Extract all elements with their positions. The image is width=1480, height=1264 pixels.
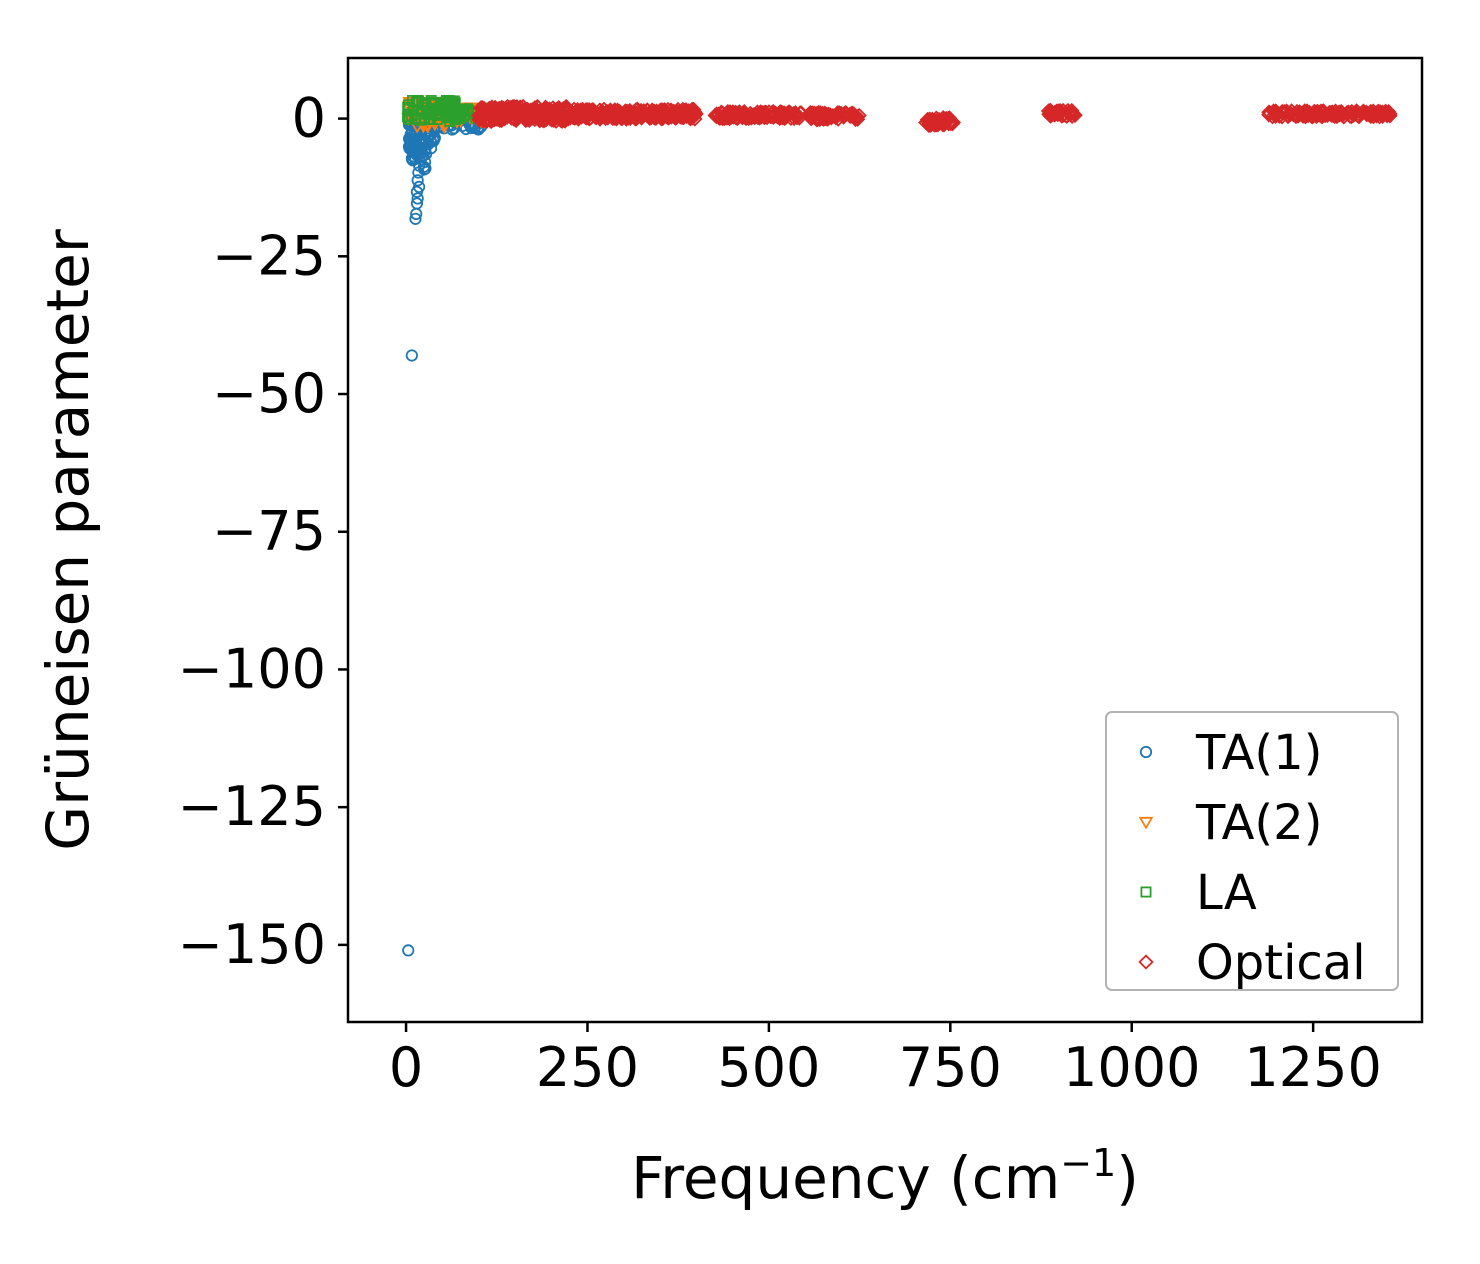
y-tick-label: −125 xyxy=(178,775,326,838)
axes-frame xyxy=(346,56,1424,1024)
y-tick-label: 0 xyxy=(292,87,326,150)
legend-label: Optical xyxy=(1196,935,1366,991)
legend-item: TA(1) xyxy=(1139,725,1322,781)
y-tick-label: −50 xyxy=(212,362,326,425)
legend-label: LA xyxy=(1196,865,1257,921)
axis-ticks: 0 250 500 750 1000 1250 0 −25 −50 −75 −100 −125 −150 xyxy=(178,87,1382,1099)
y-tick-label: −150 xyxy=(178,913,326,976)
plot-area xyxy=(401,94,1398,957)
legend-item: Optical xyxy=(1138,935,1366,991)
x-tick-label: 750 xyxy=(899,1036,1002,1099)
legend-box xyxy=(1105,711,1399,991)
x-tick-label: 250 xyxy=(536,1036,639,1099)
x-axis-label: Frequency (cm−1) xyxy=(631,1141,1139,1212)
x-tick-label: 500 xyxy=(717,1036,820,1099)
y-tick-label: −75 xyxy=(212,500,326,563)
x-tick-label: 0 xyxy=(389,1036,423,1099)
series-optical xyxy=(471,98,1398,134)
y-tick-label: −25 xyxy=(212,224,326,287)
legend-label: TA(1) xyxy=(1195,725,1322,781)
x-tick-label: 1000 xyxy=(1063,1036,1200,1099)
legend-label: TA(2) xyxy=(1195,795,1322,851)
y-tick-label: −100 xyxy=(178,637,326,700)
legend-item: TA(2) xyxy=(1138,795,1322,851)
legend-item: LA xyxy=(1140,865,1257,921)
y-axis-label: Grüneisen parameter xyxy=(34,229,102,851)
x-tick-label: 1250 xyxy=(1244,1036,1381,1099)
series-ta-1 xyxy=(402,104,488,957)
legend: TA(1) TA(2) LA Optical xyxy=(1105,711,1399,991)
